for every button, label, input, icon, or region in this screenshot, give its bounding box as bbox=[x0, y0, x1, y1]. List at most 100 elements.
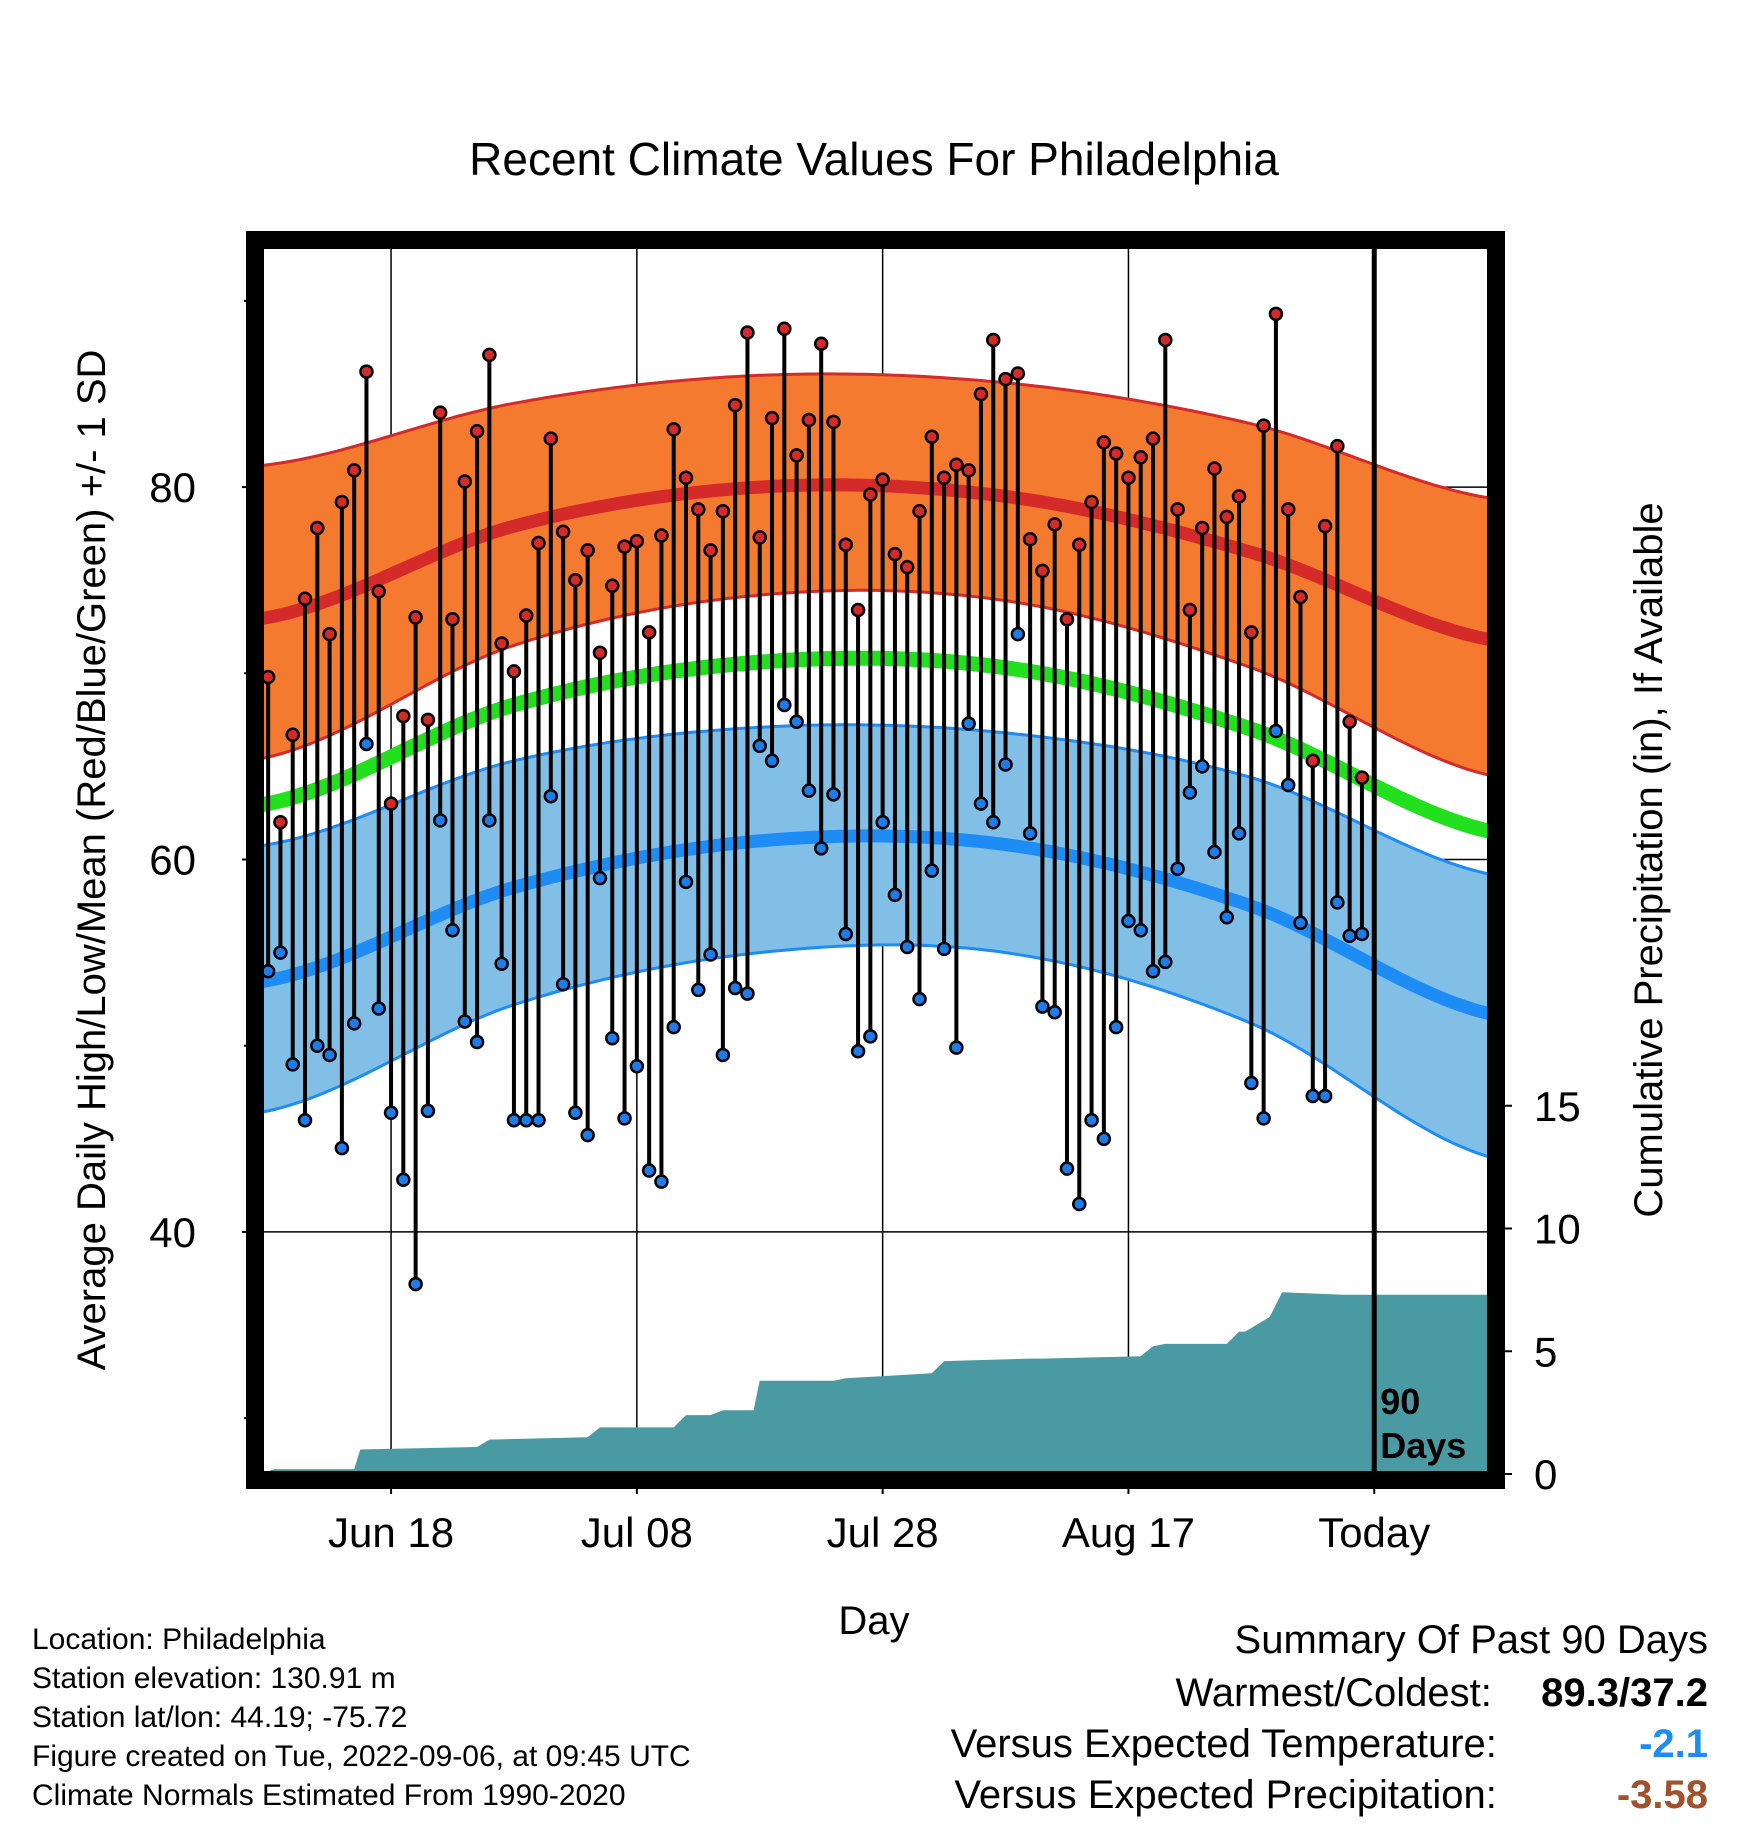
low-point bbox=[1158, 954, 1173, 970]
low-point bbox=[592, 870, 608, 886]
high-point bbox=[1207, 461, 1222, 476]
high-point bbox=[1047, 517, 1062, 532]
low-point bbox=[887, 887, 903, 903]
low-point bbox=[1268, 723, 1284, 739]
low-point bbox=[531, 1112, 546, 1128]
high-point bbox=[691, 502, 706, 517]
high-point bbox=[568, 572, 583, 588]
low-point bbox=[1035, 999, 1050, 1014]
y-tick-label: 80 bbox=[149, 464, 196, 511]
low-point bbox=[1133, 923, 1148, 938]
chart-title: Recent Climate Values For Philadelphia bbox=[469, 133, 1279, 185]
low-point bbox=[432, 813, 448, 828]
low-point bbox=[408, 1276, 423, 1292]
high-point bbox=[678, 470, 694, 486]
low-point bbox=[801, 783, 817, 798]
low-point bbox=[1108, 1019, 1124, 1035]
warmest-value: 89.3/37.2 bbox=[1541, 1671, 1708, 1715]
low-point bbox=[1194, 759, 1210, 774]
high-point bbox=[899, 559, 915, 575]
high-point bbox=[875, 472, 890, 487]
high-point bbox=[285, 727, 300, 742]
temp-label: Versus Expected Temperature: bbox=[950, 1722, 1497, 1766]
normals-text: Climate Normals Estimated From 1990-2020 bbox=[32, 1779, 626, 1812]
high-point bbox=[1244, 625, 1259, 640]
high-point bbox=[703, 543, 718, 558]
low-point bbox=[506, 1112, 522, 1128]
high-point bbox=[310, 520, 325, 536]
high-point bbox=[826, 414, 841, 430]
high-point bbox=[580, 543, 595, 558]
low-point bbox=[617, 1111, 632, 1126]
high-point bbox=[531, 535, 546, 551]
low-point bbox=[912, 991, 927, 1007]
low-point bbox=[691, 982, 706, 998]
low-point bbox=[875, 815, 890, 830]
low-point bbox=[1170, 861, 1185, 877]
y2-tick-label: 0 bbox=[1534, 1451, 1557, 1498]
low-point bbox=[986, 815, 1001, 830]
high-point bbox=[789, 448, 804, 463]
high-point bbox=[1305, 753, 1321, 769]
high-point bbox=[924, 429, 940, 445]
low-point bbox=[641, 1163, 657, 1178]
high-point bbox=[383, 796, 399, 811]
low-point bbox=[826, 787, 841, 802]
high-point bbox=[346, 463, 362, 478]
high-point bbox=[949, 457, 964, 472]
high-point bbox=[1194, 520, 1210, 536]
low-point bbox=[1231, 826, 1247, 841]
high-point bbox=[654, 528, 669, 543]
low-point bbox=[949, 1040, 964, 1055]
high-point bbox=[617, 539, 632, 554]
high-point bbox=[1293, 589, 1308, 605]
high-point bbox=[715, 504, 731, 519]
high-point bbox=[887, 546, 903, 562]
low-point bbox=[420, 1103, 436, 1119]
low-point bbox=[727, 980, 743, 996]
high-point bbox=[801, 412, 817, 428]
high-point bbox=[1330, 438, 1345, 454]
low-point bbox=[285, 1057, 300, 1072]
high-point bbox=[420, 712, 436, 728]
high-point bbox=[518, 608, 534, 623]
axes: 40 60 80 0 5 10 15 Jun 18 Jul 08 Jul 28 Aug 17 Toda… bbox=[149, 299, 1581, 1556]
x-tick-label: Jul 08 bbox=[581, 1509, 693, 1556]
high-point bbox=[740, 325, 755, 340]
high-point bbox=[543, 431, 559, 446]
high-point bbox=[297, 591, 313, 607]
y-axis-label: Average Daily High/Low/Mean (Red/Blue/Gr… bbox=[70, 350, 114, 1371]
low-point bbox=[555, 977, 571, 992]
mean-normal-line bbox=[262, 650, 1491, 839]
today-annotation: 90 Days bbox=[1380, 1381, 1466, 1466]
precip-value: -3.58 bbox=[1616, 1773, 1708, 1817]
high-point bbox=[1084, 494, 1099, 510]
created-text: Figure created on Tue, 2022-09-06, at 09… bbox=[32, 1740, 691, 1773]
low-point bbox=[998, 757, 1013, 772]
low-point bbox=[1342, 928, 1357, 944]
low-point bbox=[273, 945, 288, 960]
high-normal-band-lower-edge bbox=[262, 588, 1491, 778]
warmest-coldest-row: Warmest/Coldest: 89.3/37.2 bbox=[951, 1668, 1709, 1719]
low-point bbox=[678, 874, 694, 890]
low-normal-band bbox=[262, 724, 1491, 1158]
low-point bbox=[1072, 1196, 1087, 1212]
high-point bbox=[445, 612, 460, 627]
high-point bbox=[1022, 531, 1038, 547]
high-point bbox=[1317, 518, 1333, 534]
high-normal-band bbox=[262, 373, 1491, 776]
low-point bbox=[1010, 626, 1026, 642]
y2-tick-label: 10 bbox=[1534, 1206, 1581, 1253]
high-point bbox=[973, 386, 989, 402]
low-point bbox=[1121, 913, 1136, 929]
low-point bbox=[457, 1014, 473, 1029]
low-point bbox=[359, 736, 374, 752]
high-point bbox=[1354, 770, 1370, 785]
low-point bbox=[1305, 1088, 1321, 1104]
high-point bbox=[936, 470, 952, 486]
low-point bbox=[1317, 1088, 1333, 1104]
low-point bbox=[777, 697, 792, 713]
low-point bbox=[1145, 963, 1161, 979]
low-point bbox=[518, 1112, 534, 1128]
high-point bbox=[334, 494, 350, 510]
